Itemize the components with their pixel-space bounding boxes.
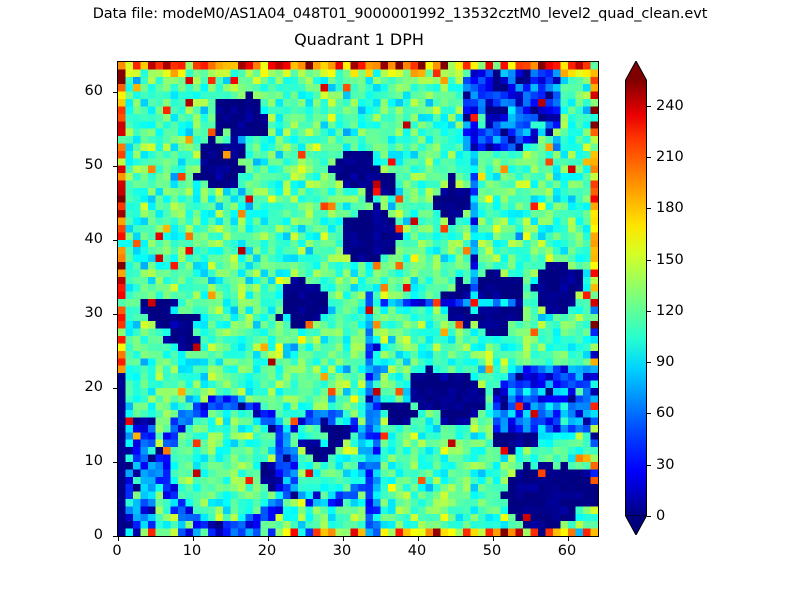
y-tick-10 [113, 461, 117, 463]
colorbar-tick-210 [647, 156, 651, 158]
colorbar-tick-150 [647, 259, 651, 261]
x-ticklabel-10: 10 [182, 543, 202, 559]
colorbar[interactable]: 0 30 60 90 120 150 180 210 240 [625, 61, 684, 535]
page-title: Quadrant 1 DPH [294, 30, 424, 49]
y-tick-40 [113, 239, 117, 241]
x-tick-0 [118, 537, 119, 541]
y-ticklabel-30: 30 [84, 304, 103, 321]
colorbar-ticklabel-210: 210 [656, 148, 684, 165]
x-tick-30 [343, 537, 344, 541]
colorbar-tick-90 [647, 362, 651, 364]
x-ticklabel-20: 20 [257, 543, 277, 559]
y-ticklabel-10: 10 [84, 452, 103, 469]
x-tick-20 [268, 537, 269, 541]
y-ticklabel-50: 50 [84, 156, 103, 173]
colorbar-ticklabel-240: 240 [656, 97, 684, 114]
x-ticklabel-0: 0 [112, 543, 122, 559]
colorbar-ticklabel-150: 150 [656, 251, 684, 268]
colorbar-tick-240 [647, 105, 651, 107]
y-tick-30 [113, 313, 117, 315]
y-ticklabel-60: 60 [84, 82, 103, 99]
x-tick-60 [568, 537, 569, 541]
y-tick-20 [113, 387, 117, 389]
heatmap-axes[interactable] [113, 61, 599, 541]
colorbar-ticklabel-30: 30 [656, 456, 675, 473]
y-tick-50 [113, 165, 117, 167]
y-ticklabel-0: 0 [93, 527, 103, 543]
colorbar-ticklabel-60: 60 [656, 405, 675, 422]
colorbar-ticklabel-0: 0 [656, 508, 666, 524]
x-ticklabel-60: 60 [557, 543, 577, 559]
colorbar-ticklabel-90: 90 [656, 354, 675, 371]
colorbar-gradient [625, 80, 647, 516]
y-ticklabel-20: 20 [84, 378, 103, 395]
x-tick-50 [493, 537, 494, 541]
detector-heatmap-image[interactable] [118, 62, 598, 536]
colorbar-tick-180 [647, 208, 651, 210]
y-ticklabel-40: 40 [84, 230, 103, 247]
y-tick-60 [113, 91, 117, 93]
colorbar-extend-max-arrow-icon [625, 61, 647, 81]
colorbar-tick-60 [647, 413, 651, 415]
colorbar-tick-120 [647, 310, 651, 312]
x-tick-40 [418, 537, 419, 541]
colorbar-tick-30 [647, 464, 651, 466]
colorbar-extend-min-arrow-icon [625, 515, 647, 535]
colorbar-ticklabel-120: 120 [656, 302, 684, 319]
x-tick-10 [193, 537, 194, 541]
x-ticklabel-50: 50 [482, 543, 502, 559]
colorbar-tick-0 [647, 516, 651, 517]
y-tick-0 [113, 536, 117, 537]
x-ticklabel-40: 40 [407, 543, 427, 559]
colorbar-ticklabel-180: 180 [656, 200, 684, 217]
x-ticklabel-30: 30 [332, 543, 352, 559]
figure-suptitle: Data file: modeM0/AS1A04_048T01_90000019… [92, 6, 708, 22]
